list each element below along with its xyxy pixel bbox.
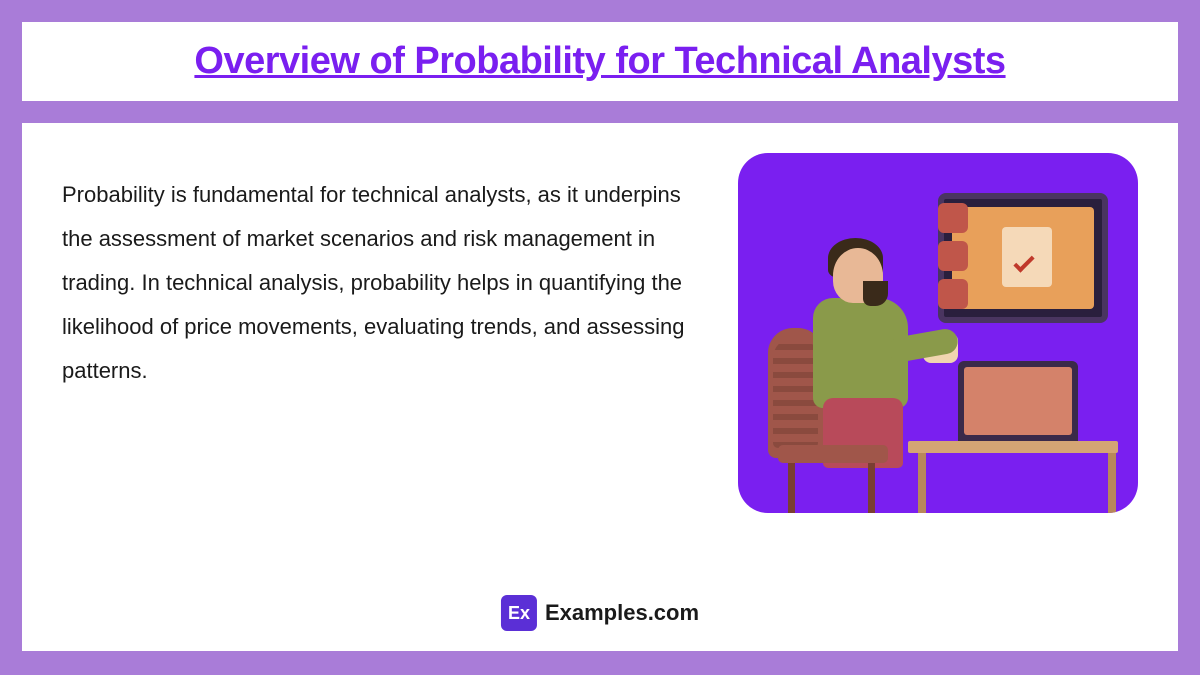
laptop-screen (964, 367, 1072, 435)
brand-badge-icon: Ex (501, 595, 537, 631)
title-card: Overview of Probability for Technical An… (22, 22, 1178, 101)
chair-leg (788, 463, 795, 513)
target-icon (938, 241, 968, 271)
analyst-illustration (738, 153, 1138, 513)
outer-frame: Overview of Probability for Technical An… (0, 0, 1200, 675)
chair-stripes (773, 338, 818, 448)
side-icons (938, 203, 968, 313)
chair-leg (868, 463, 875, 513)
chair-seat (778, 445, 888, 463)
body-text: Probability is fundamental for technical… (62, 153, 708, 393)
person-beard (863, 281, 888, 306)
page-title: Overview of Probability for Technical An… (52, 40, 1148, 83)
shield-icon (938, 203, 968, 233)
content-row: Probability is fundamental for technical… (62, 153, 1138, 513)
brand-name: Examples.com (545, 600, 699, 626)
laptop-shape (958, 361, 1078, 441)
content-card: Probability is fundamental for technical… (22, 123, 1178, 651)
footer-brand: Ex Examples.com (501, 595, 699, 631)
desk-shape (908, 441, 1118, 453)
desk-leg (1108, 453, 1116, 513)
monitor-screen (952, 207, 1094, 309)
square-icon (938, 279, 968, 309)
desk-leg (918, 453, 926, 513)
